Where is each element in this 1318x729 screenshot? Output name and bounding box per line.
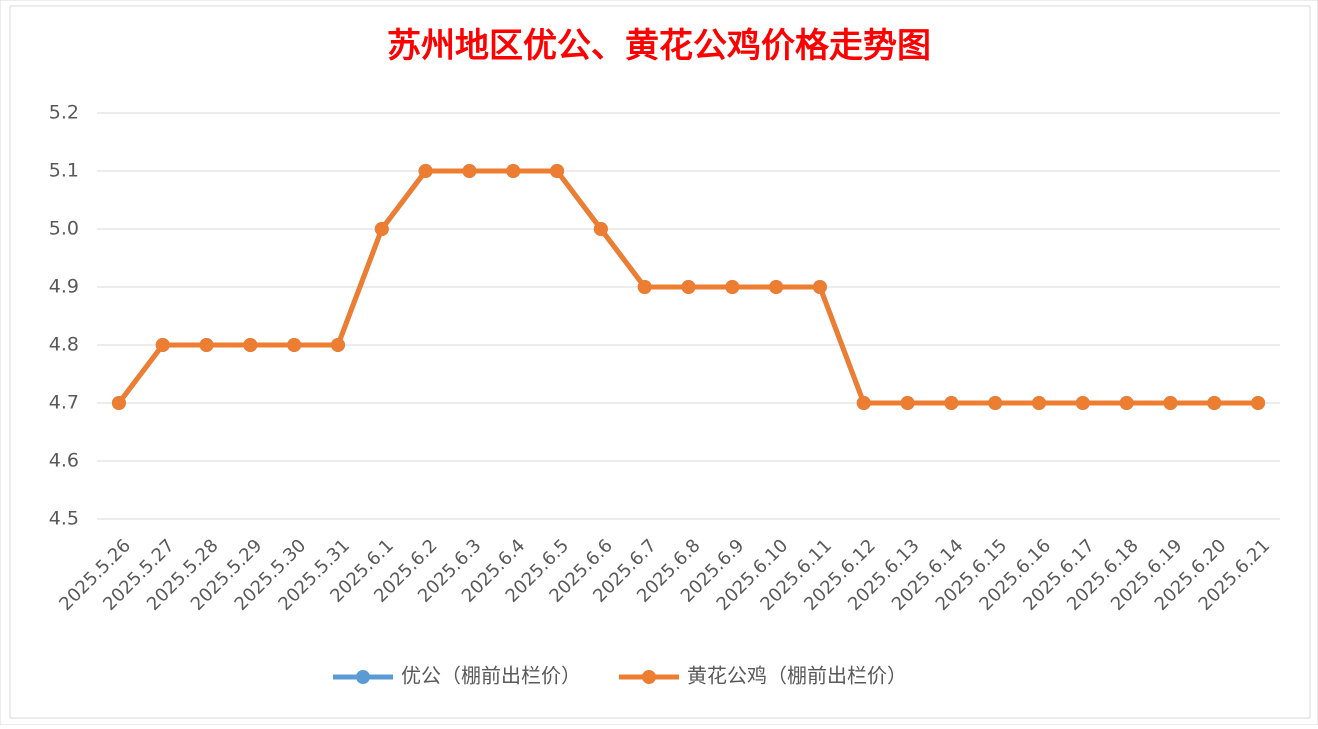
chart-frame [9,5,1311,719]
data-point [812,280,827,294]
y-tick-label: 4.7 [49,392,79,414]
chart-title: 苏州地区优公、黄花公鸡价格走势图 [387,26,931,66]
legend-marker [356,670,370,684]
data-point [681,280,696,294]
data-point [593,222,608,236]
data-point [944,396,959,410]
data-point [199,338,214,352]
y-tick-label: 5.0 [49,218,79,240]
data-point [243,338,258,352]
data-point [1163,396,1178,410]
data-point [155,338,170,352]
data-point [1119,396,1134,410]
legend-label: 黄花公鸡（棚前出栏价） [687,664,907,688]
y-tick-label: 5.2 [49,102,79,124]
data-point [506,164,521,178]
data-point [1032,396,1047,410]
data-point [1251,396,1266,410]
legend-label: 优公（棚前出栏价） [401,664,581,688]
y-tick-label: 4.6 [49,450,79,472]
data-point [1075,396,1090,410]
data-point [725,280,740,294]
y-tick-label: 4.5 [49,508,79,530]
data-point [856,396,871,410]
y-tick-label: 4.8 [49,334,79,356]
data-point [637,280,652,294]
data-point [330,338,345,352]
data-point [374,222,389,236]
data-point [988,396,1003,410]
data-point [111,396,126,410]
y-tick-label: 5.1 [49,160,79,182]
data-point [900,396,915,410]
y-tick-label: 4.9 [49,276,79,298]
data-point [287,338,302,352]
data-point [550,164,565,178]
data-point [462,164,477,178]
data-point [769,280,784,294]
legend-marker [642,670,656,684]
data-point [418,164,433,178]
data-point [1207,396,1222,410]
